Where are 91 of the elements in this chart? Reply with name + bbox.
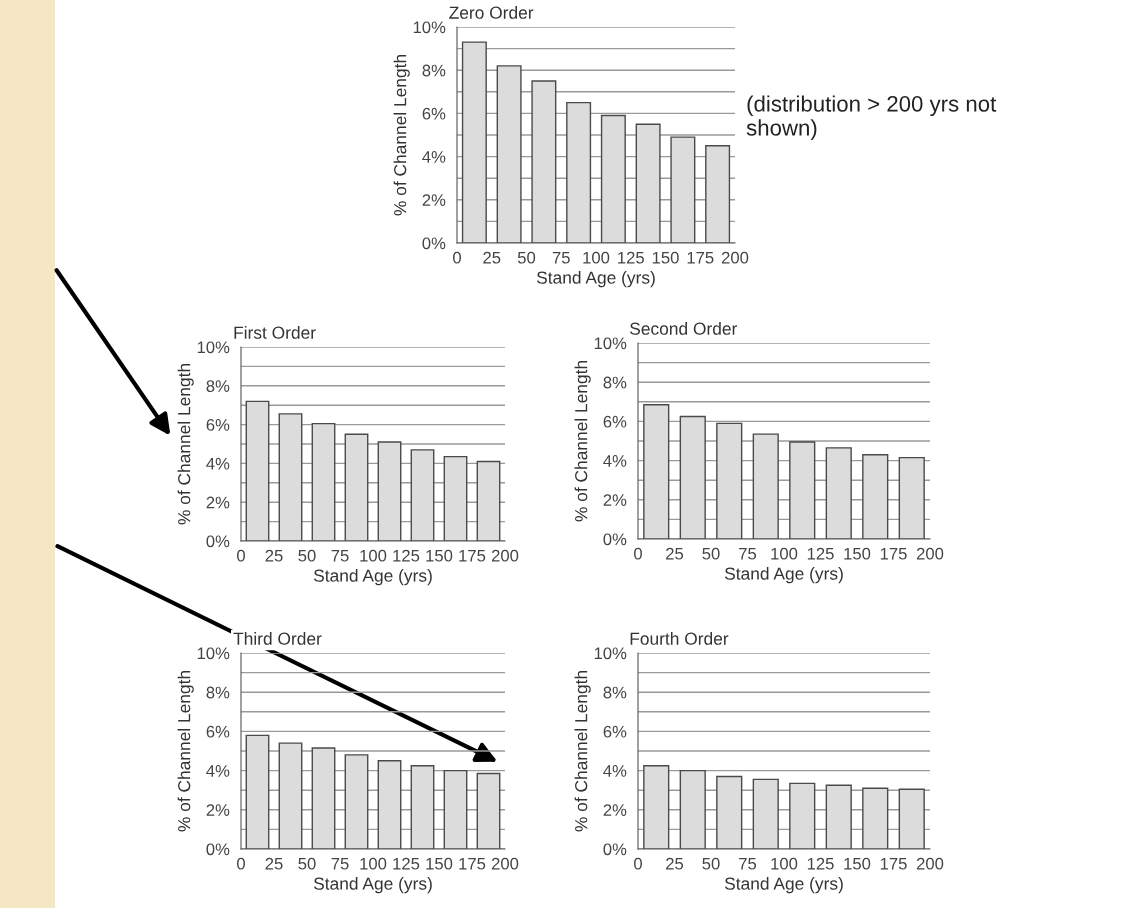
chart-title: First Order	[234, 326, 316, 339]
y-axis-title: % of Channel Length	[574, 671, 591, 832]
y-tick-label: 8%	[603, 686, 627, 699]
x-axis-title: Stand Age (yrs)	[724, 567, 843, 584]
y-tick-label: 8%	[422, 64, 446, 77]
x-tick-label: 150	[426, 857, 453, 870]
y-axis-title: % of Channel Length	[177, 671, 194, 832]
x-tick-label: 150	[426, 549, 453, 562]
x-tick-label: 25	[265, 857, 283, 870]
y-tick-label: 10%	[197, 341, 230, 354]
x-tick-label: 175	[880, 857, 907, 870]
x-axis-title: Stand Age (yrs)	[724, 877, 843, 894]
x-tick-label: 75	[331, 857, 349, 870]
x-tick-label: 125	[807, 857, 834, 870]
x-tick-label: 100	[771, 547, 798, 560]
x-tick-label: 100	[583, 251, 610, 264]
x-tick-label: 75	[739, 857, 757, 870]
x-tick-label: 200	[491, 549, 519, 562]
x-tick-label: 100	[360, 549, 387, 562]
x-tick-label: 50	[702, 547, 720, 560]
chart-title: Zero Order	[449, 6, 534, 19]
y-tick-label: 8%	[603, 376, 627, 389]
text: (distribution > 200 yrs not shown)	[746, 95, 997, 141]
x-tick-label: 0	[634, 547, 642, 560]
y-tick-label: 0%	[206, 535, 230, 548]
x-tick-label: 150	[652, 251, 679, 264]
y-tick-label: 0%	[603, 843, 627, 856]
x-tick-label: 175	[687, 251, 714, 264]
x-tick-label: 25	[483, 251, 501, 264]
y-axis-title: % of Channel Length	[177, 364, 194, 525]
y-tick-label: 6%	[603, 415, 627, 428]
x-tick-label: 200	[721, 251, 749, 264]
x-axis-title: Stand Age (yrs)	[313, 877, 432, 894]
x-tick-label: 100	[360, 857, 387, 870]
x-tick-label: 50	[298, 549, 316, 562]
y-tick-label: 0%	[206, 843, 230, 856]
y-tick-label: 2%	[603, 804, 627, 816]
y-tick-label: 4%	[603, 765, 627, 777]
x-tick-label: 125	[807, 547, 834, 560]
x-tick-label: 0	[237, 549, 245, 562]
y-tick-label: 10%	[594, 337, 627, 350]
x-tick-label: 200	[916, 547, 944, 560]
y-tick-label: 0%	[422, 237, 446, 250]
chart-title: Second Order	[630, 322, 738, 335]
y-tick-label: 4%	[206, 765, 230, 777]
y-tick-label: 4%	[422, 151, 446, 163]
y-tick-label: 10%	[413, 21, 446, 34]
x-tick-label: 75	[739, 547, 757, 560]
x-tick-label: 0	[237, 857, 245, 870]
x-tick-label: 150	[844, 857, 871, 870]
x-tick-label: 175	[459, 857, 486, 870]
x-tick-label: 175	[880, 547, 907, 560]
chart-title: Third Order	[233, 632, 322, 645]
chart-title: Fourth Order	[630, 632, 729, 645]
x-tick-label: 125	[393, 857, 420, 870]
x-tick-label: 150	[844, 547, 871, 560]
y-tick-label: 6%	[206, 725, 230, 738]
x-tick-label: 50	[298, 857, 316, 870]
x-axis-title: Stand Age (yrs)	[313, 569, 432, 586]
y-axis-title: % of Channel Length	[574, 361, 591, 522]
x-tick-label: 25	[265, 549, 283, 562]
y-tick-label: 2%	[603, 494, 627, 506]
y-tick-label: 10%	[197, 647, 230, 660]
y-tick-label: 6%	[603, 725, 627, 738]
y-tick-label: 4%	[603, 455, 627, 467]
x-tick-label: 100	[771, 857, 798, 870]
x-tick-label: 25	[666, 547, 684, 560]
y-tick-label: 2%	[206, 496, 230, 509]
x-tick-label: 200	[491, 857, 519, 870]
y-tick-label: 4%	[206, 457, 230, 470]
y-tick-label: 2%	[206, 804, 230, 816]
x-tick-label: 50	[517, 251, 536, 264]
x-tick-label: 50	[702, 857, 720, 870]
y-tick-label: 8%	[206, 686, 230, 699]
y-tick-label: 6%	[206, 419, 230, 431]
y-tick-label: 2%	[422, 194, 446, 206]
y-axis-title: % of Channel Length	[393, 55, 410, 216]
x-tick-label: 175	[459, 549, 486, 562]
x-tick-label: 75	[331, 549, 349, 562]
x-tick-label: 25	[666, 857, 684, 870]
y-tick-label: 0%	[603, 533, 627, 546]
x-tick-label: 125	[393, 549, 420, 562]
x-tick-label: 200	[916, 857, 944, 870]
x-tick-label: 75	[552, 251, 570, 264]
x-tick-label: 0	[634, 857, 642, 870]
y-tick-label: 10%	[594, 647, 627, 660]
y-tick-label: 8%	[206, 380, 230, 392]
x-axis-title: Stand Age (yrs)	[536, 271, 655, 288]
x-tick-label: 125	[618, 251, 644, 264]
y-tick-label: 6%	[422, 107, 446, 120]
x-tick-label: 0	[453, 251, 461, 264]
